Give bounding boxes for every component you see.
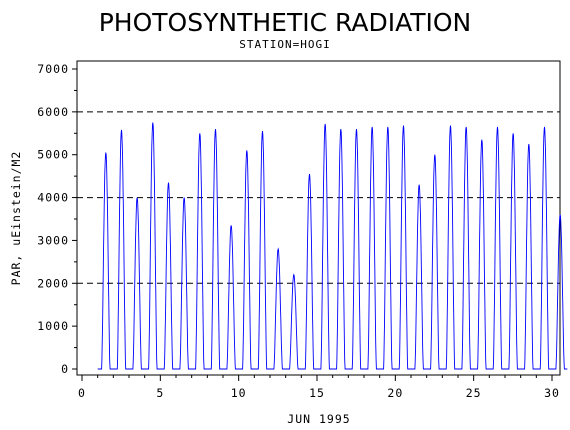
chart-subtitle: STATION=HOGI [239,38,330,51]
x-tick-label: 10 [231,386,247,400]
x-tick-label: 5 [156,386,164,400]
y-tick-label: 1000 [37,319,69,333]
x-tick-label: 30 [544,386,560,400]
y-tick-label: 7000 [37,62,69,76]
x-axis-label: JUN 1995 [287,412,350,426]
y-tick-label: 0 [61,362,69,376]
y-tick-label: 2000 [37,276,69,290]
reference-lines [77,111,560,284]
y-axis-label: PAR, uEinstein/M2 [9,151,23,286]
x-tick-label: 15 [309,386,325,400]
x-tick-label: 25 [466,386,482,400]
chart-title: PHOTOSYNTHETIC RADIATION [99,8,472,37]
x-tick-label: 0 [78,386,86,400]
y-axis: 0 1000 2000 3000 4000 5000 6000 7000 [37,62,77,376]
y-tick-label: 3000 [37,233,69,247]
y-tick-label: 6000 [37,105,69,119]
y-tick-label: 4000 [37,191,69,205]
y-tick-label: 5000 [37,148,69,162]
x-tick-label: 20 [387,386,403,400]
par-series-line [97,122,568,370]
x-axis: 0 5 10 15 20 25 30 [78,375,560,400]
